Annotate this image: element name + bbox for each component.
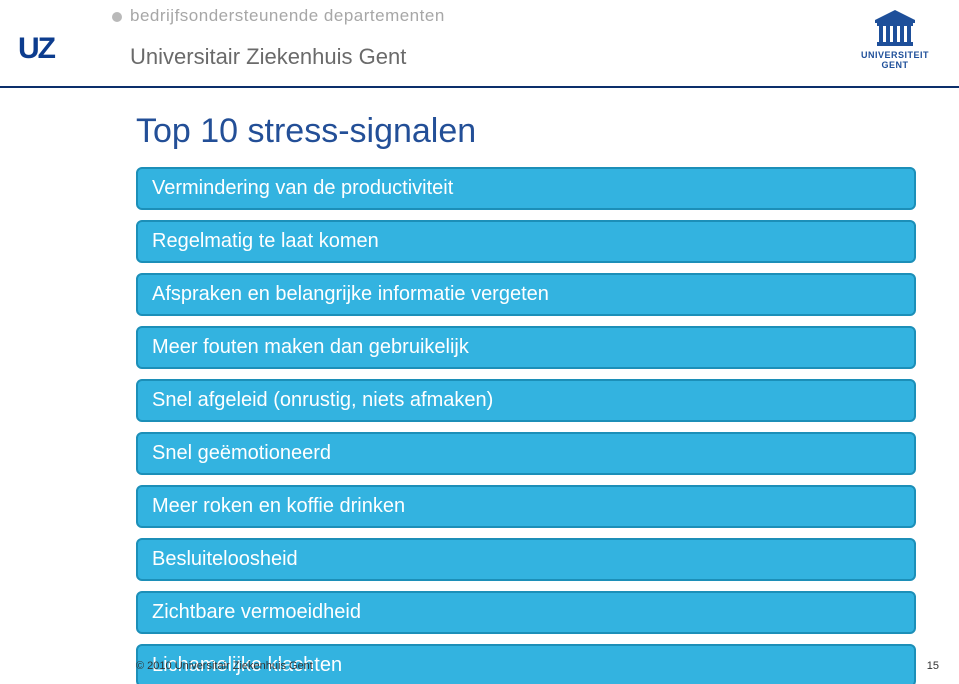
- copyright-text: © 2010 Universitair Ziekenhuis Gent: [136, 660, 313, 672]
- list-item: Meer fouten maken dan gebruikelijk: [136, 326, 916, 369]
- slide-content: Top 10 stress-signalen Vermindering van …: [0, 88, 916, 684]
- list-item: Snel geëmotioneerd: [136, 432, 916, 475]
- list-item: Regelmatig te laat komen: [136, 220, 916, 263]
- department-label: bedrijfsondersteunende departementen: [130, 6, 445, 26]
- ugent-label: UNIVERSITEIT GENT: [855, 50, 935, 70]
- list-item: Meer roken en koffie drinken: [136, 485, 916, 528]
- page-title: Top 10 stress-signalen: [136, 112, 916, 151]
- list-item: Vermindering van de productiviteit: [136, 167, 916, 210]
- ugent-logo: UNIVERSITEIT GENT: [855, 8, 935, 70]
- slide-footer: © 2010 Universitair Ziekenhuis Gent 15: [136, 660, 939, 672]
- ugent-building-icon: [873, 8, 917, 48]
- list-item: Zichtbare vermoeidheid: [136, 591, 916, 634]
- uz-logo: UZ: [18, 32, 54, 66]
- list-item: Snel afgeleid (onrustig, niets afmaken): [136, 379, 916, 422]
- list-item: Besluiteloosheid: [136, 538, 916, 581]
- page-number: 15: [927, 660, 939, 672]
- header-subtitle: Universitair Ziekenhuis Gent: [130, 44, 406, 70]
- slide-header: UZ bedrijfsondersteunende departementen …: [0, 0, 959, 88]
- department-bullet-icon: [112, 12, 122, 22]
- list-item: Afspraken en belangrijke informatie verg…: [136, 273, 916, 316]
